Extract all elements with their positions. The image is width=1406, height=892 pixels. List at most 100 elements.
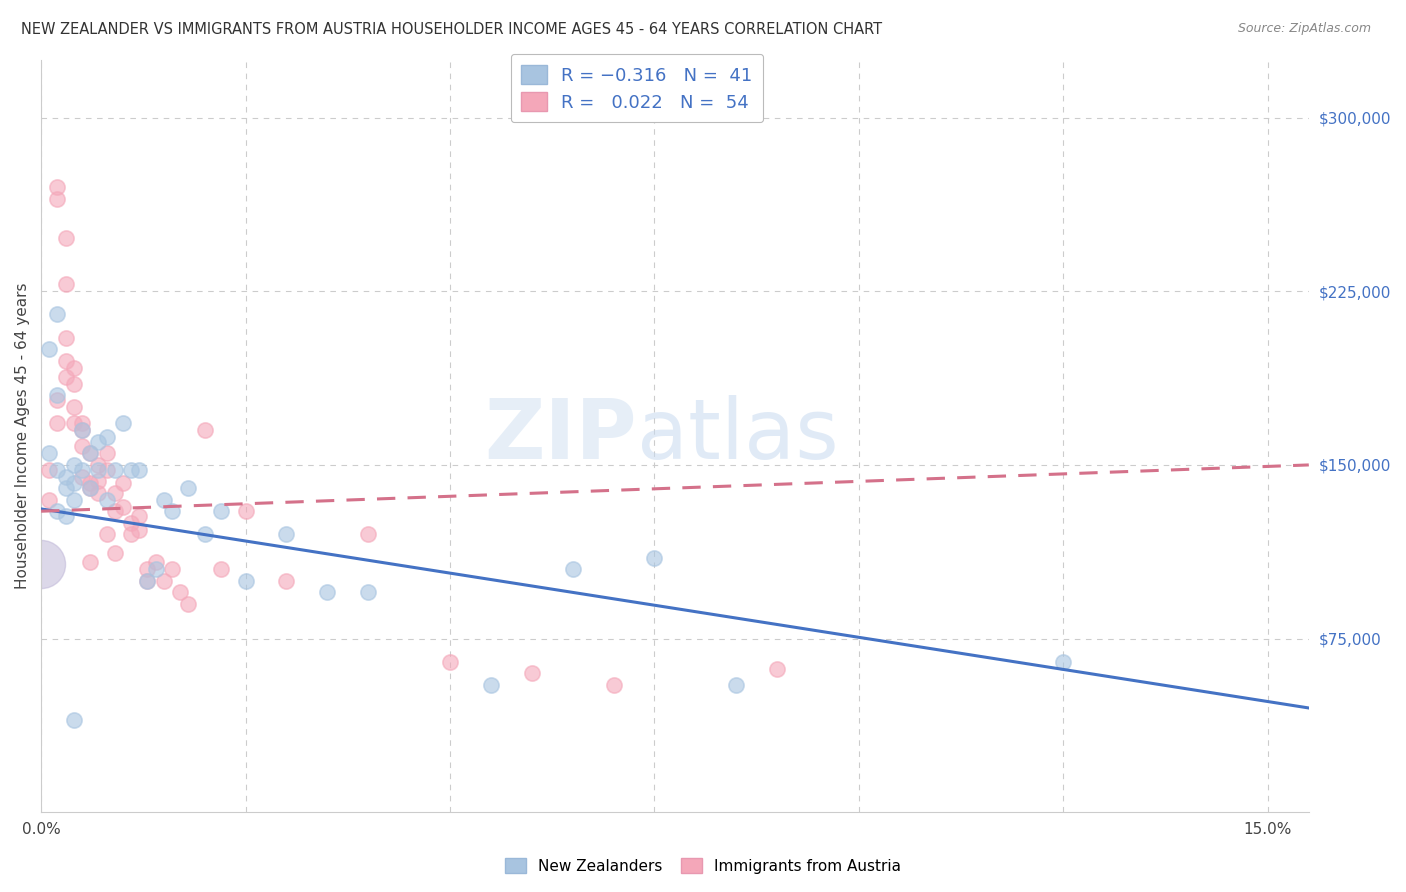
- Point: [55, 481, 77, 495]
- Point: [46, 417, 69, 431]
- Point: [160, 562, 183, 576]
- Point: [63, 400, 86, 414]
- Y-axis label: Householder Income Ages 45 - 64 years: Householder Income Ages 45 - 64 years: [15, 283, 30, 590]
- Point: [70, 439, 93, 453]
- Point: [725, 678, 748, 692]
- Point: [276, 527, 298, 541]
- Point: [194, 527, 217, 541]
- Text: NEW ZEALANDER VS IMMIGRANTS FROM AUSTRIA HOUSEHOLDER INCOME AGES 45 - 64 YEARS C: NEW ZEALANDER VS IMMIGRANTS FROM AUSTRIA…: [21, 22, 882, 37]
- Point: [87, 434, 110, 449]
- Point: [177, 597, 200, 611]
- Point: [96, 430, 118, 444]
- Point: [46, 504, 69, 518]
- Point: [38, 492, 60, 507]
- Point: [70, 469, 93, 483]
- Point: [520, 666, 543, 681]
- Point: [1052, 655, 1074, 669]
- Point: [79, 476, 101, 491]
- Point: [235, 574, 257, 588]
- Legend: New Zealanders, Immigrants from Austria: New Zealanders, Immigrants from Austria: [498, 852, 908, 880]
- Point: [128, 462, 150, 476]
- Point: [30, 558, 52, 572]
- Point: [96, 492, 118, 507]
- Point: [145, 555, 167, 569]
- Point: [602, 678, 624, 692]
- Point: [479, 678, 502, 692]
- Point: [55, 330, 77, 344]
- Point: [120, 462, 142, 476]
- Point: [169, 585, 191, 599]
- Point: [96, 446, 118, 460]
- Point: [38, 446, 60, 460]
- Point: [120, 516, 142, 530]
- Point: [128, 523, 150, 537]
- Point: [87, 485, 110, 500]
- Point: [152, 574, 174, 588]
- Point: [87, 462, 110, 476]
- Point: [55, 370, 77, 384]
- Point: [55, 469, 77, 483]
- Point: [46, 393, 69, 408]
- Point: [316, 585, 339, 599]
- Text: ZIP: ZIP: [485, 395, 637, 476]
- Point: [439, 655, 461, 669]
- Point: [63, 713, 86, 727]
- Point: [46, 192, 69, 206]
- Point: [87, 458, 110, 472]
- Point: [46, 388, 69, 402]
- Point: [55, 508, 77, 523]
- Point: [152, 492, 174, 507]
- Point: [209, 504, 232, 518]
- Point: [96, 462, 118, 476]
- Point: [766, 662, 789, 676]
- Point: [79, 446, 101, 460]
- Point: [79, 481, 101, 495]
- Point: [46, 462, 69, 476]
- Point: [104, 462, 127, 476]
- Point: [63, 476, 86, 491]
- Point: [55, 231, 77, 245]
- Point: [38, 342, 60, 356]
- Point: [136, 562, 159, 576]
- Point: [194, 423, 217, 437]
- Point: [111, 500, 134, 514]
- Point: [63, 417, 86, 431]
- Text: atlas: atlas: [637, 395, 838, 476]
- Point: [276, 574, 298, 588]
- Text: Source: ZipAtlas.com: Source: ZipAtlas.com: [1237, 22, 1371, 36]
- Point: [70, 417, 93, 431]
- Point: [104, 504, 127, 518]
- Point: [38, 462, 60, 476]
- Point: [136, 574, 159, 588]
- Point: [79, 446, 101, 460]
- Point: [96, 527, 118, 541]
- Point: [111, 417, 134, 431]
- Point: [357, 585, 380, 599]
- Point: [46, 180, 69, 194]
- Point: [63, 360, 86, 375]
- Point: [111, 476, 134, 491]
- Point: [145, 562, 167, 576]
- Legend: R = −0.316   N =  41, R =   0.022   N =  54: R = −0.316 N = 41, R = 0.022 N = 54: [510, 54, 763, 122]
- Point: [70, 423, 93, 437]
- Point: [63, 458, 86, 472]
- Point: [209, 562, 232, 576]
- Point: [357, 527, 380, 541]
- Point: [55, 353, 77, 368]
- Point: [55, 277, 77, 292]
- Point: [136, 574, 159, 588]
- Point: [235, 504, 257, 518]
- Point: [79, 555, 101, 569]
- Point: [644, 550, 666, 565]
- Point: [79, 481, 101, 495]
- Point: [561, 562, 583, 576]
- Point: [63, 376, 86, 391]
- Point: [46, 308, 69, 322]
- Point: [104, 546, 127, 560]
- Point: [104, 485, 127, 500]
- Point: [177, 481, 200, 495]
- Point: [120, 527, 142, 541]
- Point: [70, 423, 93, 437]
- Point: [160, 504, 183, 518]
- Point: [128, 508, 150, 523]
